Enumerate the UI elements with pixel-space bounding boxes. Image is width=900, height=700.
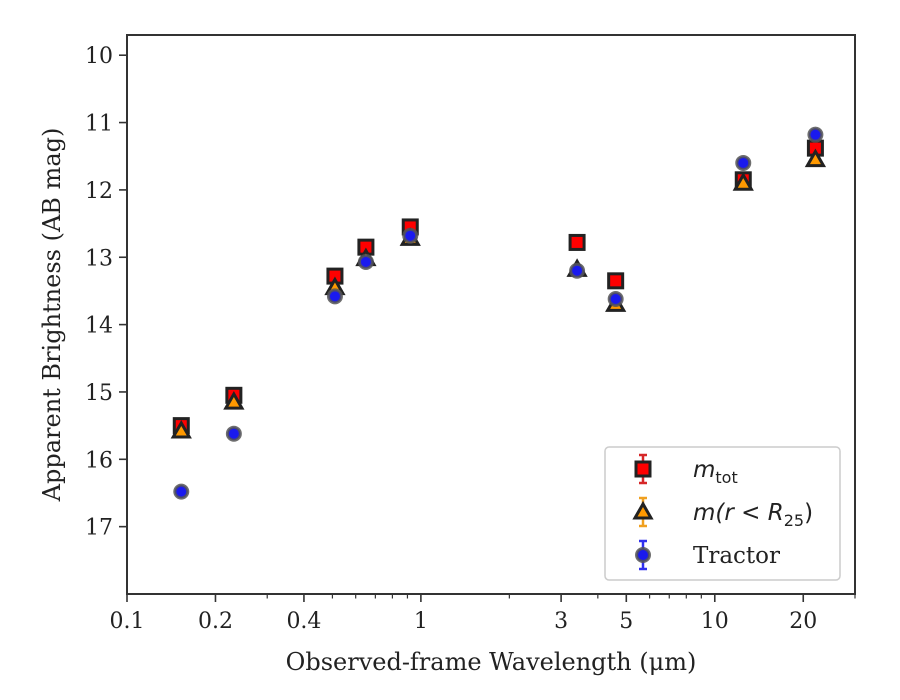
- x-tick-label: 20: [789, 609, 817, 634]
- y-tick-label: 13: [85, 246, 113, 271]
- y-tick-label: 12: [85, 179, 113, 204]
- y-tick-label: 14: [85, 314, 113, 339]
- data-point: [357, 253, 374, 270]
- legend-label: mtot: [693, 457, 738, 487]
- data-point: [173, 483, 190, 500]
- x-tick-label: 0.2: [198, 609, 233, 634]
- legend-label: m(r < R25): [693, 500, 813, 530]
- legend-box: [604, 446, 841, 581]
- y-tick-label: 11: [85, 112, 113, 137]
- data-point: [735, 154, 752, 171]
- data-point: [223, 390, 245, 410]
- y-axis-label: Apparent Brightness (AB mag): [38, 128, 66, 503]
- y-axis: 10 11 12 13 14 15 16 17: [85, 44, 127, 541]
- series-Tractor-2: [173, 126, 824, 500]
- data-point: [807, 126, 824, 143]
- data-point: [607, 272, 625, 290]
- legend-label-main: m: [693, 457, 715, 483]
- data-series: [170, 126, 827, 500]
- data-point: [170, 419, 192, 439]
- legend-label-tail: ): [804, 500, 813, 526]
- data-point: [569, 262, 586, 279]
- data-point: [402, 227, 419, 244]
- data-point: [326, 288, 343, 305]
- x-tick-label: 0.1: [110, 609, 145, 634]
- x-axis-label: Observed-frame Wavelength (μm): [286, 648, 697, 676]
- data-point: [804, 148, 827, 168]
- legend-label-subscript: tot: [715, 468, 737, 487]
- data-point: [607, 291, 624, 308]
- x-tick-label: 5: [619, 609, 633, 634]
- y-tick-label: 17: [85, 516, 113, 541]
- legend-label: Tractor: [693, 543, 780, 569]
- legend-marker: [634, 460, 652, 478]
- x-axis: 0.1 0.2 0.4 1 3 5 10 20: [110, 594, 856, 634]
- legend-label-subscript: 25: [784, 511, 804, 530]
- data-point: [225, 425, 242, 442]
- x-tick-label: 0.4: [286, 609, 321, 634]
- x-tick-label: 10: [701, 609, 729, 634]
- x-tick-label: 1: [414, 609, 428, 634]
- legend-marker: [635, 547, 651, 563]
- data-point: [568, 233, 586, 251]
- legend: mtot m(r < R25) Tractor: [604, 446, 841, 581]
- y-tick-label: 16: [85, 448, 113, 473]
- plot-frame: [126, 34, 856, 595]
- x-tick-label: 3: [554, 609, 568, 634]
- legend-marker: [632, 500, 654, 520]
- legend-label-main: m(r < R: [693, 500, 784, 526]
- data-point: [732, 172, 754, 191]
- y-tick-label: 10: [85, 44, 113, 69]
- y-tick-label: 15: [85, 381, 113, 406]
